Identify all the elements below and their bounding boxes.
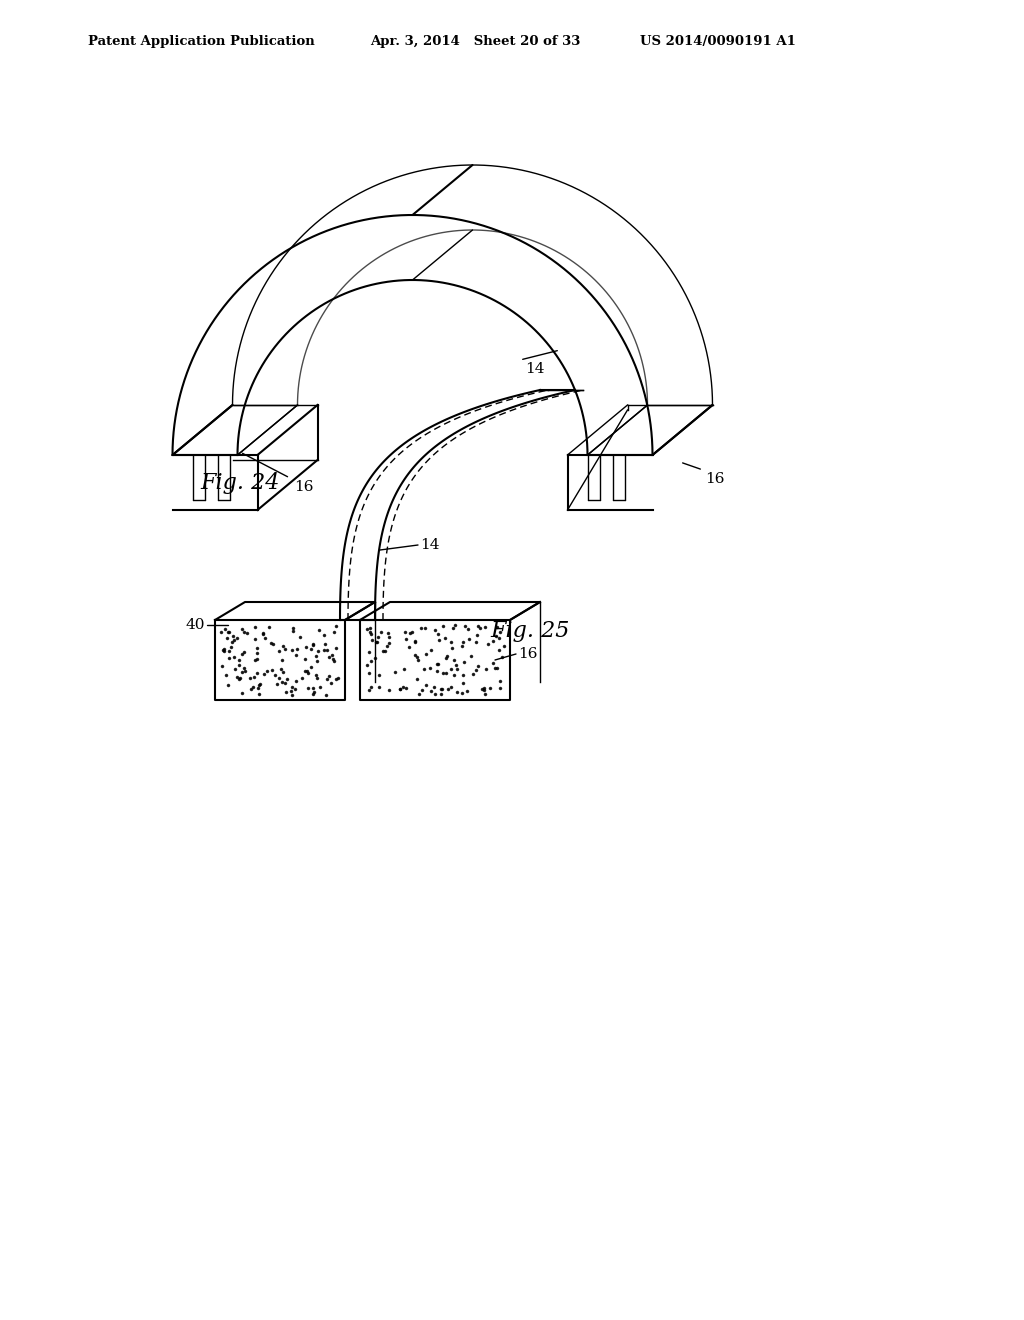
Text: US 2014/0090191 A1: US 2014/0090191 A1 — [640, 36, 796, 48]
Text: 14: 14 — [420, 539, 439, 552]
Text: 16: 16 — [294, 480, 313, 494]
Text: Fig. 25: Fig. 25 — [490, 620, 569, 642]
Text: 40: 40 — [185, 618, 205, 632]
Text: Apr. 3, 2014   Sheet 20 of 33: Apr. 3, 2014 Sheet 20 of 33 — [370, 36, 581, 48]
Text: 14: 14 — [525, 362, 545, 376]
Text: Patent Application Publication: Patent Application Publication — [88, 36, 314, 48]
Text: 16: 16 — [705, 473, 725, 486]
Text: Fig. 24: Fig. 24 — [200, 473, 280, 494]
Text: 16: 16 — [518, 647, 538, 661]
